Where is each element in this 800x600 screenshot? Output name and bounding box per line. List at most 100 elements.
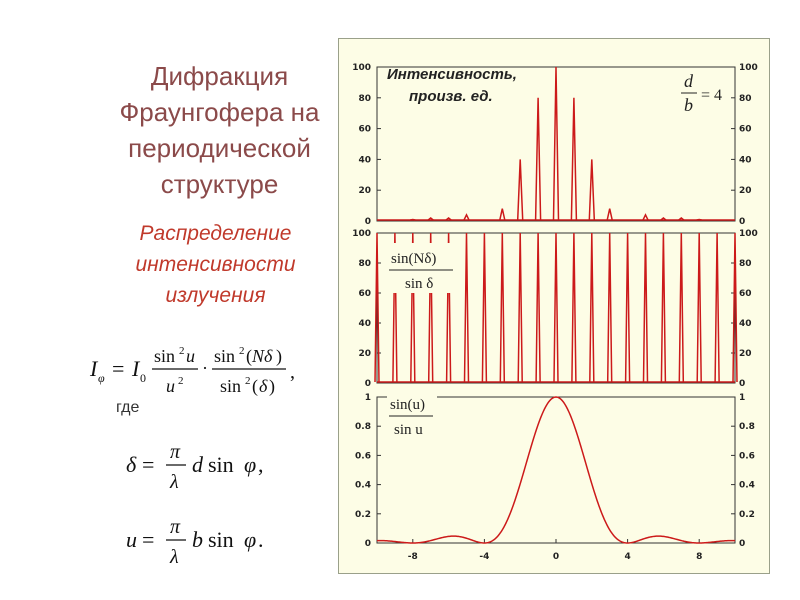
mid-peak xyxy=(660,232,667,383)
mid-panel-label: sin(Nδ) sin δ xyxy=(387,243,457,293)
svg-text:δ: δ xyxy=(259,376,268,396)
svg-text:δ: δ xyxy=(126,452,137,477)
svg-text:2: 2 xyxy=(239,345,245,357)
mid-peak xyxy=(499,232,506,383)
y-tick-label-left: 100 xyxy=(352,63,371,73)
ratio-den: b xyxy=(684,95,693,115)
y-tick-label-right: 0 xyxy=(739,539,745,549)
y-tick-label-left: 0.8 xyxy=(355,422,371,432)
y-tick-label-left: 0.2 xyxy=(355,510,371,520)
mid-peak xyxy=(642,232,649,383)
y-tick-label-right: 20 xyxy=(739,349,752,359)
svg-text:.: . xyxy=(258,527,264,552)
top-peak xyxy=(678,216,685,221)
svg-text:I: I xyxy=(131,356,141,381)
top-peak xyxy=(445,216,452,221)
top-peak xyxy=(552,66,560,221)
y-tick-label-left: 20 xyxy=(358,186,371,196)
svg-text:=: = xyxy=(142,452,154,477)
y-tick-label-right: 0.6 xyxy=(739,451,755,461)
svg-text:): ) xyxy=(276,346,282,367)
intensity-label-line1: Интенсивность, xyxy=(387,66,517,83)
top-peak xyxy=(463,213,470,221)
top-peak xyxy=(696,218,702,221)
title-line: структуре xyxy=(160,169,279,199)
svg-text:,: , xyxy=(290,361,295,383)
y-tick-label-left: 60 xyxy=(358,289,371,299)
mid-peak xyxy=(481,232,488,383)
slide-title: Дифракция Фраунгофера на периодической с… xyxy=(92,58,347,202)
y-tick-label-right: 0.8 xyxy=(739,422,755,432)
title-line: периодической xyxy=(128,133,311,163)
mid-peak xyxy=(517,232,523,383)
svg-text:φ: φ xyxy=(98,371,105,385)
diffraction-figure: 0 0 20 20 40 40 60 60 80 80 100 100 0 0 20 20 40 40 60 60 80… xyxy=(338,38,770,574)
intensity-label-line2: произв. ед. xyxy=(409,88,493,105)
svg-text:=: = xyxy=(142,527,154,552)
subtitle-line: излучения xyxy=(165,284,266,307)
mid-peak xyxy=(445,232,452,383)
y-tick-label-right: 60 xyxy=(739,125,752,135)
top-peak xyxy=(516,159,524,221)
mid-label-num: sin(Nδ) xyxy=(391,251,436,267)
svg-text:u: u xyxy=(166,376,175,396)
svg-text:(: ( xyxy=(252,376,258,397)
svg-text:(: ( xyxy=(246,346,252,367)
svg-text:): ) xyxy=(269,376,275,397)
mid-peak xyxy=(678,232,685,383)
y-tick-label-left: 20 xyxy=(358,349,371,359)
top-peak xyxy=(427,216,434,221)
bot-label-num: sin(u) xyxy=(390,397,425,413)
slide-subtitle: Распределение интенсивности излучения xyxy=(98,218,333,311)
y-tick-label-left: 0 xyxy=(365,539,371,549)
y-tick-label-left: 100 xyxy=(352,229,371,239)
mid-peak xyxy=(606,232,613,383)
top-peak xyxy=(499,208,506,221)
title-line: Дифракция xyxy=(150,61,289,91)
mid-peak xyxy=(624,232,631,383)
svg-text:·: · xyxy=(202,358,208,378)
subtitle-line: интенсивности xyxy=(135,253,296,276)
mid-peak xyxy=(392,232,398,383)
mid-peak xyxy=(535,232,541,383)
delta-formula: δ = π λ d sin φ , xyxy=(126,441,264,493)
x-tick-label: 0 xyxy=(553,552,559,562)
y-tick-label-left: 80 xyxy=(358,259,371,269)
y-tick-label-right: 1 xyxy=(739,393,745,403)
mid-peak xyxy=(427,232,434,383)
svg-text:sin: sin xyxy=(220,376,241,396)
svg-text:λ: λ xyxy=(169,471,179,493)
svg-text:φ: φ xyxy=(244,452,256,477)
y-tick-label-right: 80 xyxy=(739,259,752,269)
mid-peak xyxy=(463,232,470,383)
y-tick-label-right: 40 xyxy=(739,155,752,165)
title-line: Фраунгофера на xyxy=(119,97,320,127)
top-peak xyxy=(660,216,667,221)
mid-peak xyxy=(553,232,559,383)
svg-text:sin: sin xyxy=(214,346,235,366)
svg-text:λ: λ xyxy=(169,546,179,568)
svg-text:,: , xyxy=(258,452,264,477)
y-tick-label-left: 60 xyxy=(358,125,371,135)
top-peak xyxy=(410,218,416,221)
svg-text:φ: φ xyxy=(244,527,256,552)
y-tick-label-left: 0.4 xyxy=(355,481,371,491)
x-tick-label: -8 xyxy=(408,552,418,562)
y-tick-label-left: 0.6 xyxy=(355,451,371,461)
where-label: где xyxy=(116,399,140,416)
svg-text:I: I xyxy=(89,356,99,381)
svg-text:2: 2 xyxy=(178,375,184,387)
y-tick-label-right: 100 xyxy=(739,63,758,73)
y-tick-label-right: 80 xyxy=(739,94,752,104)
y-tick-label-left: 0 xyxy=(365,217,371,227)
mid-peak xyxy=(374,232,380,383)
ratio-label: d b = 4 xyxy=(681,71,722,115)
y-tick-label-right: 20 xyxy=(739,186,752,196)
y-tick-label-left: 40 xyxy=(358,155,371,165)
y-tick-label-right: 40 xyxy=(739,319,752,329)
top-peak xyxy=(570,97,578,221)
y-tick-label-left: 80 xyxy=(358,94,371,104)
y-tick-label-left: 40 xyxy=(358,319,371,329)
